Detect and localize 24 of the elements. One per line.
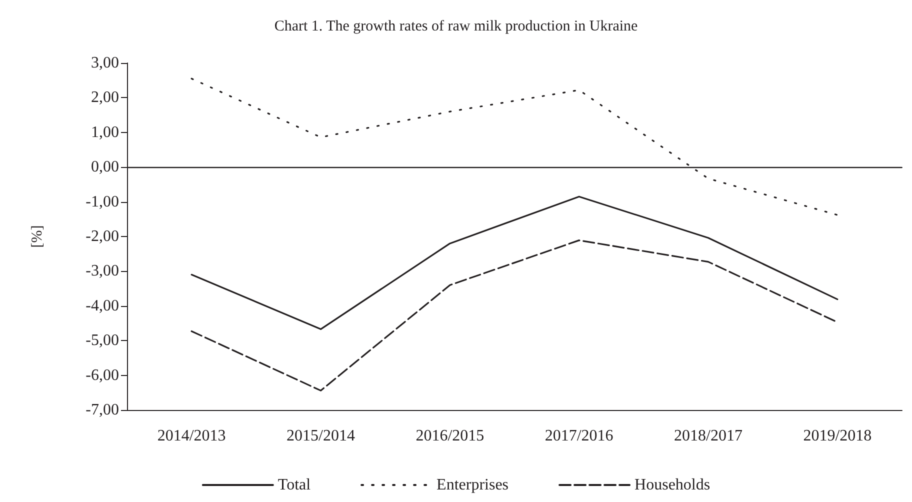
chart-title: Chart 1. The growth rates of raw milk production in Ukraine — [274, 18, 638, 34]
y-tick-label: -2,00 — [86, 228, 119, 245]
legend-label: Total — [278, 476, 312, 494]
x-tick-label: 2018/2017 — [674, 428, 742, 444]
y-tick-label: 2,00 — [91, 89, 119, 106]
line-series — [190, 240, 838, 392]
x-tick-label: 2014/2013 — [157, 428, 226, 444]
line-series — [190, 196, 838, 330]
y-tick-label: -7,00 — [86, 402, 119, 418]
legend-label: Enterprises — [436, 476, 509, 494]
y-tick-label: 0,00 — [91, 158, 119, 176]
y-tick-label: -6,00 — [86, 366, 119, 384]
x-tick-label: 2015/2014 — [286, 428, 355, 444]
y-axis-title: [%] — [30, 225, 46, 248]
y-tick-label: 1,00 — [91, 124, 119, 141]
y-tick-label: -1,00 — [86, 193, 119, 210]
x-tick-label: 2017/2016 — [544, 428, 614, 444]
legend-label: Households — [634, 476, 710, 494]
y-tick-label: -4,00 — [86, 297, 119, 314]
x-tick-label: 2016/2015 — [416, 428, 484, 444]
y-tick-label: -3,00 — [86, 262, 119, 280]
y-tick-label: 3,00 — [91, 54, 119, 72]
y-tick-label: -5,00 — [86, 332, 119, 350]
x-tick-label: 2019/2018 — [803, 428, 872, 444]
